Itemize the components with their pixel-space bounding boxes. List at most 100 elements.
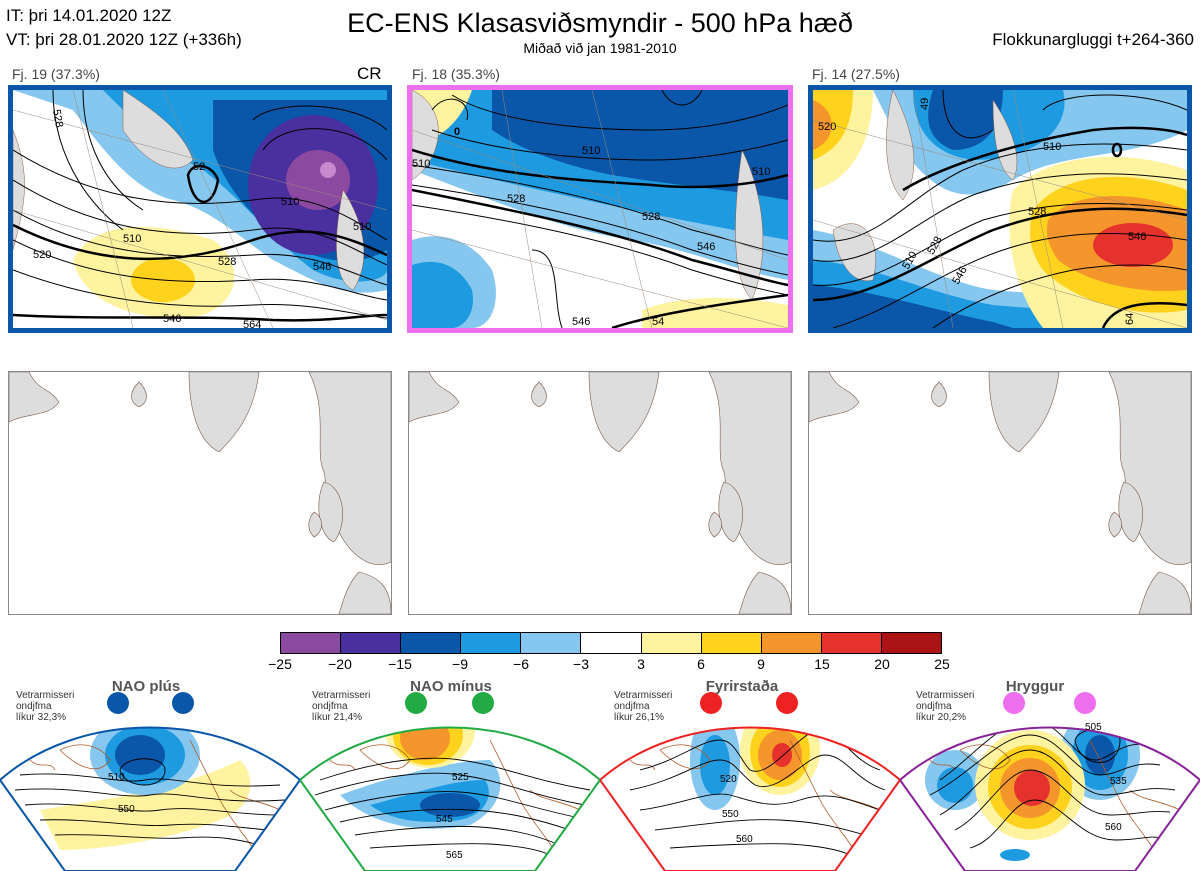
regime-3-title: Fyrirstaða [705,678,779,695]
contour-label: 560 [1105,822,1122,833]
coastline-map [9,372,391,614]
colorbar-swatch [640,632,701,654]
contour-label: 52 [193,161,205,173]
cluster-3-map: 510 528 528 546 546 64 510 520 49 [808,85,1192,333]
contour-label: 550 [118,804,135,815]
colorbar-tick: 25 [934,656,950,672]
regime-3-marker-dot [776,692,798,714]
regime-1-fan-map: 510 550 [0,726,300,871]
colorbar-swatch [460,632,521,654]
colorbar-tick: 20 [874,656,890,672]
regime-2-note: Vetrarmisseri ondjfma líkur 21,4% [312,690,370,723]
colorbar-swatch [400,632,461,654]
classification-window: Flokkunargluggi t+264-360 [992,30,1194,49]
note-line: líkur 20,2% [916,712,967,723]
colorbar-swatch [340,632,401,654]
regime-2-map: 525 545 565 [300,700,600,871]
cluster-2-map: 510 528 528 546 546 54 510 510 0 [407,85,793,333]
cluster-3-anomaly-field: 510 528 528 546 546 64 510 520 49 [813,90,1187,328]
coastline-map [809,372,1191,614]
contour-label: 0 [454,126,460,138]
cluster-1-map: 528 510 510 528 546 564 546 520 52 510 [8,85,392,333]
colorbar-tick: −20 [328,656,352,672]
contour-label: 54 [652,316,664,328]
note-line: ondjfma [614,701,650,712]
valid-time: VT: þri 28.01.2020 12Z (+336h) [6,30,242,49]
init-time: IT: þri 14.01.2020 12Z [6,6,172,25]
regime-4-fan-map: 505 535 560 [900,722,1200,871]
contour-label: 565 [446,850,463,861]
colorbar-tick: −15 [388,656,412,672]
colorbar-swatch [820,632,881,654]
contour-label: 528 [1028,206,1046,218]
note-line: Vetrarmisseri [614,690,673,701]
note-line: ondjfma [16,701,52,712]
regime-4-map: 505 535 560 [900,700,1200,871]
contour-label: 510 [1043,141,1061,153]
regime-1-map: 510 550 [0,700,300,871]
colorbar-tick: 3 [637,656,645,672]
colorbar-swatch [700,632,761,654]
colorbar-tick: 9 [757,656,765,672]
regime-1-title: NAO plús [111,678,181,695]
cluster-1-regime-code: CR [357,64,382,83]
note-line: ondjfma [916,701,952,712]
note-line: Vetrarmisseri [16,690,75,701]
contour-label: 510 [108,772,125,783]
contour-label: 520 [818,121,836,133]
regime-2-marker-dot [472,692,494,714]
note-line: líkur 32,3% [16,712,67,723]
contour-label: 545 [436,814,453,825]
contour-label: 550 [722,809,739,820]
colorbar-tick: −9 [452,656,468,672]
cluster-3-caption: Fj. 14 (27.5%) [812,66,900,82]
regime-1-marker-dot [107,692,129,714]
contour-label: 564 [243,319,261,328]
contour-label: 510 [281,196,299,208]
colorbar-swatch [880,632,943,654]
contour-label: 510 [123,233,141,245]
cluster-1-anomaly-field: 528 510 510 528 546 564 546 520 52 510 [13,90,387,328]
contour-label: 510 [752,166,770,178]
contour-label: 528 [507,193,525,205]
cluster-1-caption: Fj. 19 (37.3%) [12,66,100,82]
coastline-map [409,372,791,614]
colorbar-tick: −3 [573,656,589,672]
blank-map-2 [408,371,792,615]
contour-label: 520 [720,774,737,785]
note-line: ondjfma [312,701,348,712]
regime-3-map: 520 550 560 [600,700,900,871]
colorbar-swatch [520,632,581,654]
contour-label: 510 [353,221,371,233]
colorbar-swatch [760,632,821,654]
contour-label: 528 [642,211,660,223]
regime-4-note: Vetrarmisseri ondjfma líkur 20,2% [916,690,974,723]
note-line: Vetrarmisseri [916,690,975,701]
colorbar-tick: 6 [697,656,705,672]
contour-label: 546 [313,261,331,273]
contour-label: 546 [1128,231,1146,243]
regime-2-fan-map: 525 545 565 [300,726,600,871]
regime-4-marker-dot [1074,692,1096,714]
contour-label: 510 [412,158,430,170]
blank-map-1 [8,371,392,615]
contour-label: 520 [33,249,51,261]
blank-map-3 [808,371,1192,615]
colorbar-tick: −25 [268,656,292,672]
regime-2-marker-dot [405,692,427,714]
colorbar-tick: −6 [513,656,529,672]
regime-3-fan-map: 520 550 560 [600,726,900,871]
note-line: Vetrarmisseri [312,690,371,701]
colorbar-swatch [280,632,341,654]
colorbar-tick: 15 [814,656,830,672]
contour-label: 560 [736,834,753,845]
page-title: EC-ENS Klasasviðsmyndir - 500 hPa hæð [347,8,853,38]
contour-label: 546 [163,313,181,325]
contour-label: 546 [572,316,590,328]
regime-3-marker-dot [700,692,722,714]
contour-label: 49 [919,98,931,110]
contour-label: 528 [218,256,236,268]
note-line: líkur 26,1% [614,712,665,723]
cluster-2-caption: Fj. 18 (35.3%) [412,66,500,82]
regime-2-title: NAO mínus [410,678,492,695]
